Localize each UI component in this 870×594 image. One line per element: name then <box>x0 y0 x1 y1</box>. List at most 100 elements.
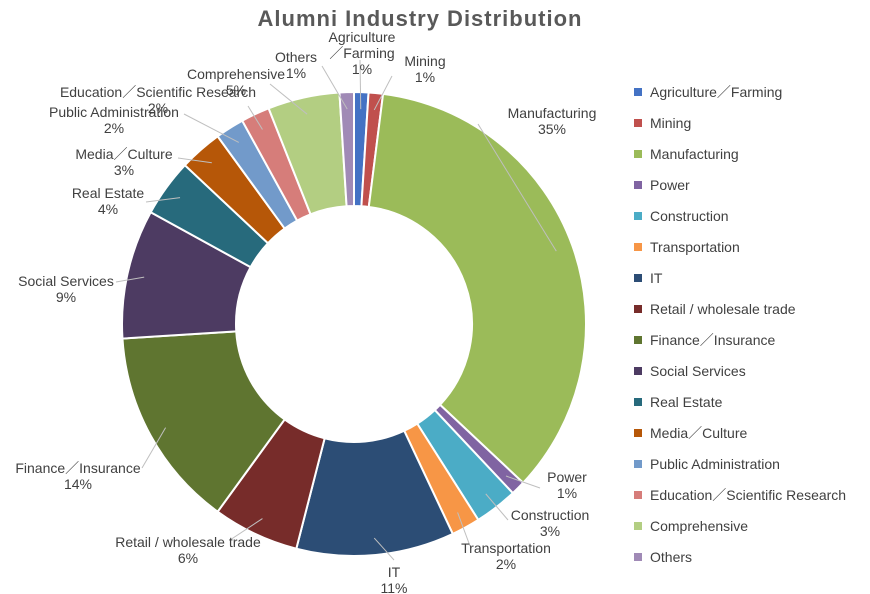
legend-item: Real Estate <box>632 390 846 421</box>
slice-manufacturing <box>367 92 587 485</box>
slice-value-label: 35% <box>538 121 566 137</box>
slice-finance-insurance <box>121 330 287 514</box>
slice-value-label: 5% <box>226 82 246 98</box>
legend-item: Transportation <box>632 235 846 266</box>
slice-name-label: Public Administration <box>49 104 179 120</box>
leader-line <box>229 518 263 541</box>
legend-swatch <box>634 491 642 499</box>
slice-label: Transportation 2% <box>461 540 551 572</box>
leader-line <box>145 197 181 203</box>
slice-name-label: Comprehensive <box>187 66 285 82</box>
slice-name-label: Social Services <box>18 273 114 289</box>
slice-value-label: 1% <box>415 69 435 85</box>
slice-value-label: 2% <box>496 556 516 572</box>
leader-line <box>505 475 541 489</box>
chart-title: Alumni Industry Distribution <box>257 6 583 31</box>
slice-name-label: ／Farming <box>329 45 394 61</box>
legend-item: Education／Scientific Research <box>632 483 846 514</box>
leader-line <box>141 427 167 469</box>
slice-value-label: 11% <box>381 580 408 594</box>
legend-label: Retail / wholesale trade <box>650 301 796 317</box>
donut-slices <box>121 90 587 557</box>
legend-label: Comprehensive <box>650 518 749 534</box>
slice-others <box>338 90 355 208</box>
legend-label: Construction <box>650 208 729 224</box>
legend-swatch <box>634 522 642 530</box>
legend-label: Media／Culture <box>650 425 748 441</box>
legend-item: IT <box>632 266 846 297</box>
slice-label: Comprehensive 5% <box>187 66 285 98</box>
slice-label: Construction 3% <box>511 507 590 539</box>
leader-line <box>183 113 240 143</box>
legend-item: Manufacturing <box>632 142 846 173</box>
legend-item: Public Administration <box>632 452 846 483</box>
leader-line <box>177 157 212 164</box>
legend-swatch <box>634 336 642 344</box>
legend-swatch <box>634 305 642 313</box>
slice-labels: Agriculture ／Farming 1% Mining 1%Manufacturi… <box>15 29 596 594</box>
leader-line <box>359 59 362 110</box>
slice-label: Mining 1% <box>404 53 445 85</box>
legend-item: Finance／Insurance <box>632 328 846 359</box>
slice-label: Power 1% <box>547 469 587 501</box>
slice-name-label: Agriculture <box>329 29 396 45</box>
legend-item: Media／Culture <box>632 421 846 452</box>
slice-value-label: 1% <box>286 65 306 81</box>
slice-name-label: Finance／Insurance <box>15 460 141 476</box>
slice-name-label: IT <box>388 564 401 580</box>
slice-label: Real Estate 4% <box>72 185 145 217</box>
slice-name-label: Transportation <box>461 540 551 556</box>
legend-label: Finance／Insurance <box>650 332 776 348</box>
legend-label: Education／Scientific Research <box>650 487 847 503</box>
legend-swatch <box>634 429 642 437</box>
legend-label: Power <box>650 177 690 193</box>
legend-swatch <box>634 553 642 561</box>
slice-name-label: Education／Scientific Research <box>60 84 256 100</box>
legend: Agriculture／Farming Mining Manufacturing Po… <box>632 80 846 576</box>
slice-name-label: Power <box>547 469 587 485</box>
legend-swatch <box>634 274 642 282</box>
legend-swatch <box>634 150 642 158</box>
legend-item: Mining <box>632 111 846 142</box>
slice-value-label: 9% <box>56 289 76 305</box>
legend-label: Manufacturing <box>650 146 739 162</box>
legend-swatch <box>634 367 642 375</box>
slice-value-label: 3% <box>540 523 560 539</box>
leader-line <box>321 65 348 110</box>
slice-value-label: 3% <box>114 162 134 178</box>
leader-line <box>457 512 471 547</box>
leader-line <box>269 83 308 115</box>
legend-swatch <box>634 460 642 468</box>
legend-label: Public Administration <box>650 456 780 472</box>
slice-label: Agriculture ／Farming 1% <box>329 29 396 77</box>
legend-item: Comprehensive <box>632 514 846 545</box>
slice-name-label: Manufacturing <box>508 105 597 121</box>
leader-line <box>115 276 145 283</box>
legend-label: IT <box>650 270 663 286</box>
legend-swatch <box>634 212 642 220</box>
legend-label: Transportation <box>650 239 740 255</box>
legend-swatch <box>634 243 642 251</box>
legend-label: Social Services <box>650 363 746 379</box>
legend-swatch <box>634 88 642 96</box>
slice-value-label: 1% <box>352 61 372 77</box>
slice-label: Media／Culture 3% <box>75 146 172 178</box>
slice-name-label: Construction <box>511 507 590 523</box>
leader-lines <box>115 59 557 561</box>
legend-item: Others <box>632 545 846 576</box>
legend-label: Real Estate <box>650 394 723 410</box>
legend-label: Mining <box>650 115 692 131</box>
slice-value-label: 2% <box>104 120 124 136</box>
slice-label: Manufacturing 35% <box>508 105 597 137</box>
slice-label: Education／Scientific Research 2% <box>60 84 256 116</box>
slice-name-label: Others <box>275 49 317 65</box>
slice-label: Retail / wholesale trade 6% <box>115 534 261 566</box>
slice-label: Finance／Insurance 14% <box>15 460 141 492</box>
leader-line <box>373 75 393 111</box>
slice-label: Others 1% <box>275 49 317 81</box>
legend-label: Others <box>650 549 693 565</box>
slice-value-label: 1% <box>557 485 577 501</box>
slice-value-label: 2% <box>148 100 168 116</box>
legend-item: Power <box>632 173 846 204</box>
slice-name-label: Real Estate <box>72 185 145 201</box>
